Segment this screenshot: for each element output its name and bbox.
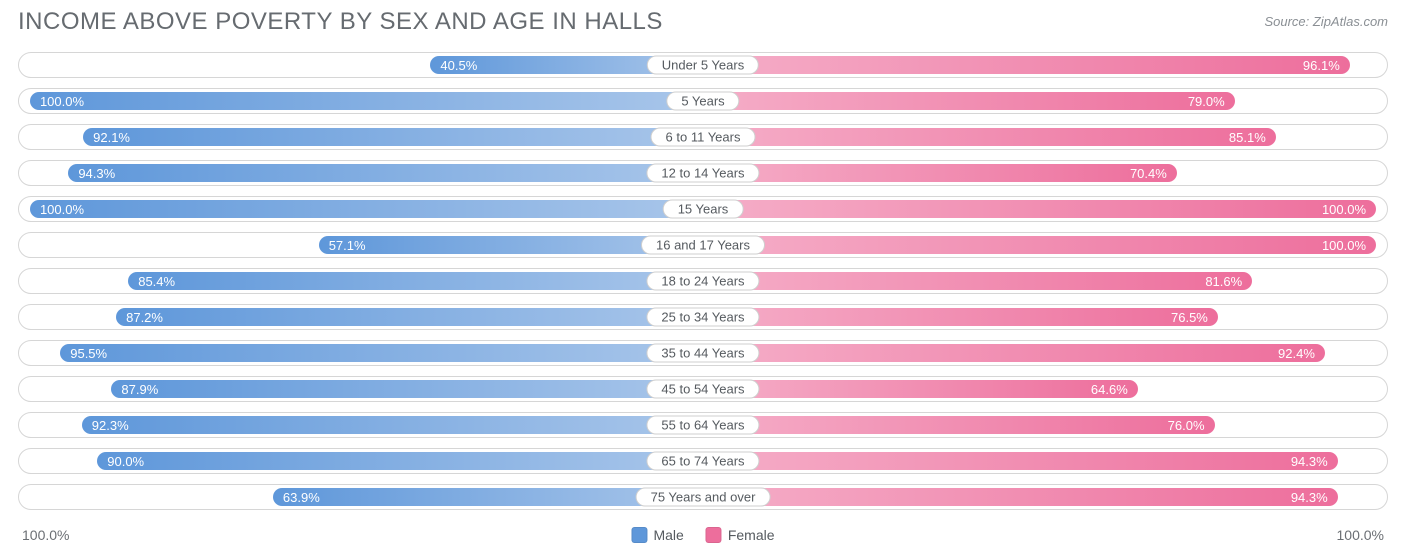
bar-male: 87.2% xyxy=(116,308,703,326)
bar-male: 100.0% xyxy=(30,200,703,218)
chart-row: 87.2% 76.5% 25 to 34 Years xyxy=(18,304,1388,330)
bar-value-female: 94.3% xyxy=(1281,454,1338,469)
bar-male: 85.4% xyxy=(128,272,703,290)
bar-value-female: 85.1% xyxy=(1219,130,1276,145)
bar-female: 70.4% xyxy=(703,164,1177,182)
bar-value-female: 70.4% xyxy=(1120,166,1177,181)
category-label: 25 to 34 Years xyxy=(646,308,759,327)
chart-row: 94.3% 70.4% 12 to 14 Years xyxy=(18,160,1388,186)
bar-female: 76.0% xyxy=(703,416,1215,434)
bar-female: 96.1% xyxy=(703,56,1350,74)
category-label: 18 to 24 Years xyxy=(646,272,759,291)
bar-value-female: 79.0% xyxy=(1178,94,1235,109)
bar-value-female: 94.3% xyxy=(1281,490,1338,505)
bar-value-male: 92.3% xyxy=(82,418,139,433)
legend-item-female: Female xyxy=(706,527,775,543)
legend-swatch-male xyxy=(631,527,647,543)
category-label: 5 Years xyxy=(666,92,739,111)
bar-value-male: 95.5% xyxy=(60,346,117,361)
chart-row: 57.1% 100.0% 16 and 17 Years xyxy=(18,232,1388,258)
bar-value-female: 76.0% xyxy=(1158,418,1215,433)
chart-row: 85.4% 81.6% 18 to 24 Years xyxy=(18,268,1388,294)
category-label: 12 to 14 Years xyxy=(646,164,759,183)
bar-value-male: 100.0% xyxy=(30,94,94,109)
bar-female: 64.6% xyxy=(703,380,1138,398)
chart-row: 92.1% 85.1% 6 to 11 Years xyxy=(18,124,1388,150)
legend-label-female: Female xyxy=(728,527,775,543)
category-label: Under 5 Years xyxy=(647,56,759,75)
bar-male: 87.9% xyxy=(111,380,703,398)
bar-male: 95.5% xyxy=(60,344,703,362)
bar-male: 90.0% xyxy=(97,452,703,470)
bar-male: 100.0% xyxy=(30,92,703,110)
bar-female: 100.0% xyxy=(703,236,1376,254)
bar-female: 100.0% xyxy=(703,200,1376,218)
bar-value-male: 100.0% xyxy=(30,202,94,217)
category-label: 75 Years and over xyxy=(636,488,771,507)
bar-female: 92.4% xyxy=(703,344,1325,362)
legend-label-male: Male xyxy=(653,527,683,543)
bar-value-male: 85.4% xyxy=(128,274,185,289)
bar-female: 79.0% xyxy=(703,92,1235,110)
bar-value-female: 100.0% xyxy=(1312,238,1376,253)
chart-footer: 100.0% Male Female 100.0% xyxy=(0,520,1406,548)
bar-female: 81.6% xyxy=(703,272,1252,290)
bar-female: 85.1% xyxy=(703,128,1276,146)
chart-row: 95.5% 92.4% 35 to 44 Years xyxy=(18,340,1388,366)
bar-value-female: 76.5% xyxy=(1161,310,1218,325)
chart-row: 87.9% 64.6% 45 to 54 Years xyxy=(18,376,1388,402)
legend-item-male: Male xyxy=(631,527,683,543)
chart-title: INCOME ABOVE POVERTY BY SEX AND AGE IN H… xyxy=(18,8,663,36)
bar-value-male: 90.0% xyxy=(97,454,154,469)
chart-row: 92.3% 76.0% 55 to 64 Years xyxy=(18,412,1388,438)
category-label: 55 to 64 Years xyxy=(646,416,759,435)
bar-female: 94.3% xyxy=(703,452,1338,470)
bar-value-female: 64.6% xyxy=(1081,382,1138,397)
category-label: 45 to 54 Years xyxy=(646,380,759,399)
bar-value-female: 81.6% xyxy=(1195,274,1252,289)
bar-male: 92.3% xyxy=(82,416,703,434)
chart-row: 100.0% 79.0% 5 Years xyxy=(18,88,1388,114)
legend-swatch-female xyxy=(706,527,722,543)
bar-value-male: 87.9% xyxy=(111,382,168,397)
bar-value-male: 63.9% xyxy=(273,490,330,505)
bar-value-female: 92.4% xyxy=(1268,346,1325,361)
bar-value-male: 57.1% xyxy=(319,238,376,253)
bar-value-male: 87.2% xyxy=(116,310,173,325)
category-label: 16 and 17 Years xyxy=(641,236,765,255)
bar-female: 76.5% xyxy=(703,308,1218,326)
category-label: 35 to 44 Years xyxy=(646,344,759,363)
chart-row: 100.0% 100.0% 15 Years xyxy=(18,196,1388,222)
category-label: 6 to 11 Years xyxy=(651,128,756,147)
bar-male: 94.3% xyxy=(68,164,703,182)
chart-row: 40.5% 96.1% Under 5 Years xyxy=(18,52,1388,78)
axis-label-right: 100.0% xyxy=(1337,527,1384,543)
chart-row: 90.0% 94.3% 65 to 74 Years xyxy=(18,448,1388,474)
bar-male: 92.1% xyxy=(83,128,703,146)
bar-value-male: 92.1% xyxy=(83,130,140,145)
category-label: 65 to 74 Years xyxy=(646,452,759,471)
bar-female: 94.3% xyxy=(703,488,1338,506)
diverging-bar-chart: 40.5% 96.1% Under 5 Years 100.0% 79.0% 5 Year… xyxy=(0,42,1406,510)
legend: Male Female xyxy=(631,527,774,543)
bar-value-male: 40.5% xyxy=(430,58,487,73)
axis-label-left: 100.0% xyxy=(22,527,69,543)
chart-row: 63.9% 94.3% 75 Years and over xyxy=(18,484,1388,510)
chart-header: INCOME ABOVE POVERTY BY SEX AND AGE IN H… xyxy=(0,0,1406,42)
bar-value-female: 100.0% xyxy=(1312,202,1376,217)
bar-value-female: 96.1% xyxy=(1293,58,1350,73)
category-label: 15 Years xyxy=(663,200,744,219)
chart-source: Source: ZipAtlas.com xyxy=(1264,8,1388,29)
bar-value-male: 94.3% xyxy=(68,166,125,181)
